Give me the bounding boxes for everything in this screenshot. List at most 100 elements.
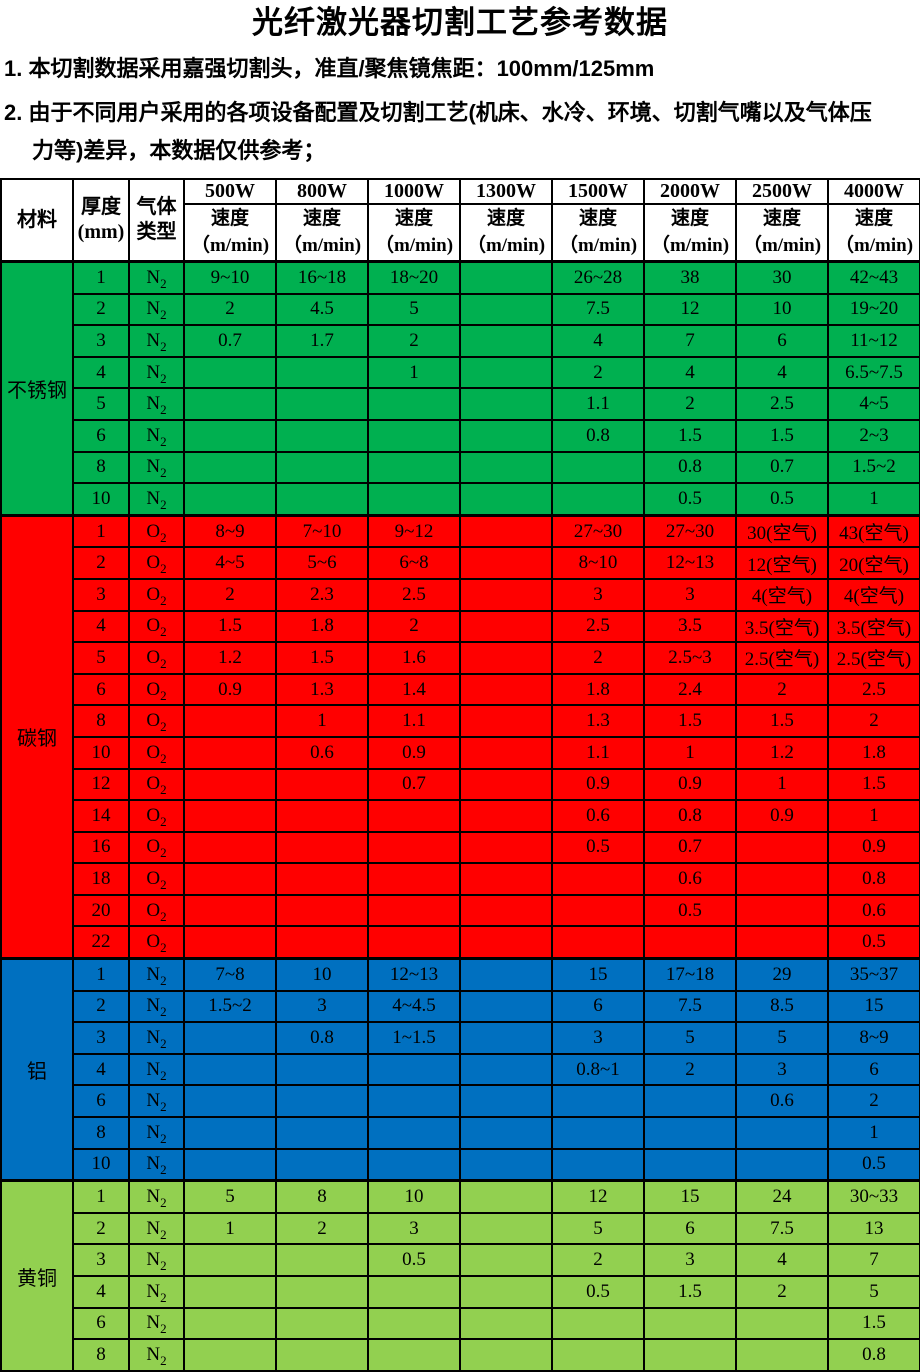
speed-cell-1500w: 2.5 (551, 609, 645, 644)
speed-cell-2000w (643, 1116, 737, 1150)
speed-cell-800w: 4.5 (275, 292, 369, 327)
gas-cell: O2 (128, 672, 185, 707)
speed-cell-1000w: 4~4.5 (367, 989, 461, 1024)
gas-cell: O2 (128, 577, 185, 612)
gas-cell: N2 (128, 482, 185, 517)
data-row: 6 N2 1.5 (1, 1306, 920, 1341)
speed-cell-2000w: 12~13 (643, 546, 737, 580)
speed-cell-800w (275, 1052, 369, 1087)
speed-cell-2500w: 2.5(空气) (735, 641, 829, 675)
speed-cell-1300w (459, 1243, 553, 1277)
speed-cell-4000w: 1.5 (827, 1306, 920, 1341)
speed-cell-4000w: 0.5 (827, 1147, 920, 1182)
header-thickness: 厚度 (mm) (72, 178, 130, 263)
data-row: 12 O2 0.7 0.9 0.9 1 1.5 (1, 767, 920, 802)
data-row: 6 O2 0.9 1.3 1.4 1.8 2.4 2 2.5 (1, 672, 920, 707)
gas-subscript: 2 (160, 845, 167, 861)
gas-cell: N2 (128, 1211, 185, 1246)
speed-cell-1500w: 2 (551, 641, 645, 675)
speed-cell-500w (183, 1116, 277, 1150)
speed-cell-1500w: 7.5 (551, 292, 645, 327)
speed-cell-1300w (459, 259, 553, 295)
speed-cell-2500w: 7.5 (735, 1211, 829, 1246)
header-speed-unit: 速度 （m/min) (183, 203, 277, 263)
data-row: 碳钢 1 O2 8~9 7~10 9~12 27~30 27~30 30(空气) 43(空气) (0, 513, 920, 960)
gas-subscript: 2 (160, 307, 167, 323)
speed-cell-1000w: 3 (367, 1211, 461, 1246)
gas-subscript: 2 (160, 655, 167, 671)
data-row: 2 N2 1 2 3 5 6 7.5 13 (1, 1211, 920, 1246)
gas-cell: N2 (128, 418, 185, 453)
speed-cell-2000w: 3 (643, 577, 737, 612)
speed-cell-500w: 5 (183, 1179, 277, 1214)
thickness-cell: 20 (72, 893, 130, 928)
speed-cell-2500w: 2 (735, 1275, 829, 1309)
speed-cell-800w (275, 1306, 369, 1341)
speed-cell-2000w: 2 (643, 387, 737, 421)
data-row: 8 N2 1 (1, 1116, 920, 1150)
speed-cell-4000w: 1 (827, 799, 920, 833)
thickness-cell: 10 (72, 735, 130, 770)
speed-cell-500w (183, 830, 277, 865)
speed-cell-800w (275, 767, 369, 802)
speed-cell-2500w: 24 (735, 1179, 829, 1214)
data-row: 8 N2 0.8 0.7 1.5~2 (1, 450, 920, 485)
header-power-4000w: 4000W (827, 178, 920, 205)
speed-cell-2000w (643, 1147, 737, 1182)
header-power-1300w: 1300W (459, 178, 553, 205)
speed-cell-4000w: 1 (827, 1116, 920, 1150)
speed-cell-2500w: 0.7 (735, 450, 829, 485)
speed-cell-800w: 8 (275, 1179, 369, 1214)
speed-cell-800w (275, 1243, 369, 1277)
thickness-cell: 6 (72, 418, 130, 453)
speed-cell-800w (275, 355, 369, 390)
speed-cell-1000w (367, 387, 461, 421)
gas-subscript: 2 (160, 338, 167, 354)
speed-cell-1000w: 5 (367, 292, 461, 327)
speed-cell-500w: 4~5 (183, 546, 277, 580)
speed-cell-1000w: 0.5 (367, 1243, 461, 1277)
speed-header-row: 速度 （m/min) 速度 （m/min) 速度 （m/min) 速度 （m/min)… (1, 203, 920, 263)
speed-cell-500w (183, 704, 277, 738)
gas-subscript: 2 (160, 1035, 167, 1051)
speed-cell-1000w: 1 (367, 355, 461, 390)
gas-subscript: 2 (160, 1162, 167, 1178)
thickness-cell: 2 (72, 292, 130, 327)
speed-cell-500w (183, 387, 277, 421)
speed-cell-500w: 0.9 (183, 672, 277, 707)
speed-cell-800w: 3 (275, 989, 369, 1024)
speed-cell-2500w (735, 1116, 829, 1150)
gas-subscript: 2 (160, 1130, 167, 1146)
speed-cell-1300w (459, 482, 553, 517)
speed-cell-1500w: 27~30 (551, 513, 645, 549)
speed-cell-1000w (367, 1147, 461, 1182)
speed-cell-4000w: 0.8 (827, 862, 920, 896)
speed-cell-1300w (459, 799, 553, 833)
speed-cell-2500w: 29 (735, 957, 829, 992)
thickness-cell: 1 (72, 259, 130, 295)
gas-subscript: 2 (160, 687, 167, 703)
speed-cell-1300w (459, 609, 553, 644)
speed-cell-500w (183, 450, 277, 485)
speed-cell-500w: 1.5 (183, 609, 277, 644)
speed-cell-1500w (551, 893, 645, 928)
speed-cell-2500w: 1.2 (735, 735, 829, 770)
speed-cell-4000w: 4(空气) (827, 577, 920, 612)
speed-cell-1300w (459, 1338, 553, 1372)
speed-cell-500w: 1.2 (183, 641, 277, 675)
speed-cell-800w: 2.3 (275, 577, 369, 612)
speed-cell-800w (275, 862, 369, 896)
speed-cell-2500w: 1.5 (735, 418, 829, 453)
speed-cell-2500w: 12(空气) (735, 546, 829, 580)
speed-cell-2000w: 0.6 (643, 862, 737, 896)
data-row: 8 O2 1 1.1 1.3 1.5 1.5 2 (1, 704, 920, 738)
speed-cell-1300w (459, 767, 553, 802)
power-header-row: 材料 厚度 (mm) 气体 类型 500W 800W 1000W 1300W 1500W… (0, 178, 920, 263)
speed-cell-1500w (551, 482, 645, 517)
speed-cell-1000w: 1~1.5 (367, 1021, 461, 1055)
data-row: 6 N2 0.6 2 (1, 1084, 920, 1119)
speed-cell-1000w: 2 (367, 609, 461, 644)
data-row: 10 N2 0.5 (1, 1147, 920, 1182)
speed-cell-4000w: 3.5(空气) (827, 609, 920, 644)
speed-cell-800w (275, 1275, 369, 1309)
